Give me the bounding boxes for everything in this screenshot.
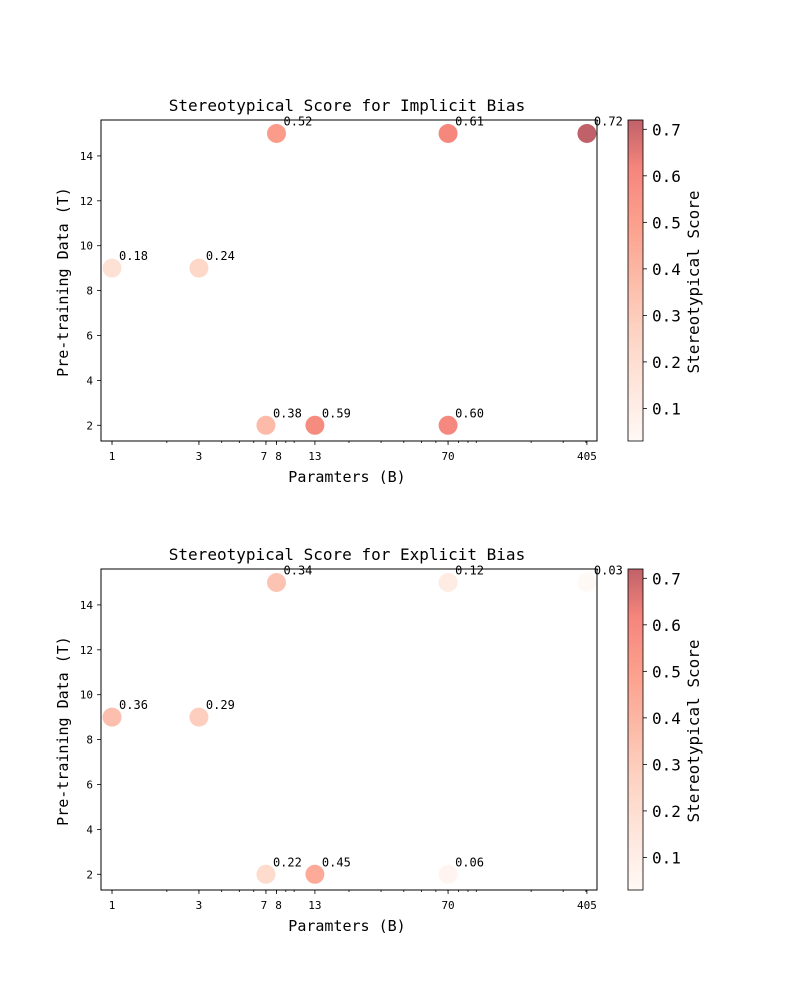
- data-point: [438, 415, 458, 435]
- data-label: 0.12: [455, 563, 484, 577]
- colorbar-tick-label: 0.2: [652, 802, 681, 821]
- x-tick-label: 3: [196, 450, 203, 463]
- data-point: [189, 258, 209, 278]
- data-point: [438, 864, 458, 884]
- data-label: 0.22: [273, 855, 302, 869]
- y-axis-label: Pre-training Data (T): [54, 636, 72, 826]
- x-tick-label: 8: [275, 450, 282, 463]
- data-point: [267, 572, 287, 592]
- data-point: [305, 864, 325, 884]
- colorbar-tick-label: 0.2: [652, 353, 681, 372]
- colorbar-label: Stereotypical Score: [684, 190, 703, 373]
- data-label: 0.61: [455, 114, 484, 128]
- data-label: 0.29: [206, 698, 235, 712]
- axes-frame: [100, 119, 598, 442]
- data-point: [256, 415, 276, 435]
- x-tick-label: 405: [577, 899, 597, 912]
- x-tick-label: 1: [109, 899, 116, 912]
- colorbar-tick-label: 0.6: [652, 167, 681, 186]
- x-tick-label: 7: [261, 450, 268, 463]
- x-tick-label: 8: [275, 899, 282, 912]
- x-tick-label: 13: [308, 450, 321, 463]
- colorbar-label: Stereotypical Score: [684, 639, 703, 822]
- colorbar: [627, 119, 644, 442]
- colorbar: [627, 568, 644, 891]
- data-point: [267, 123, 287, 143]
- x-tick-label: 3: [196, 899, 203, 912]
- y-tick-label: 14: [80, 150, 94, 163]
- x-tick-label: 70: [441, 899, 454, 912]
- colorbar-tick-label: 0.3: [652, 306, 681, 325]
- x-tick-label: 70: [441, 450, 454, 463]
- data-label: 0.45: [322, 855, 351, 869]
- data-label: 0.38: [273, 406, 302, 420]
- y-tick-label: 2: [86, 419, 93, 432]
- data-label: 0.06: [455, 855, 484, 869]
- data-label: 0.60: [455, 406, 484, 420]
- y-tick-label: 6: [86, 329, 93, 342]
- data-label: 0.03: [594, 563, 623, 577]
- y-tick-label: 4: [86, 823, 93, 836]
- data-point: [438, 572, 458, 592]
- data-point: [189, 707, 209, 727]
- data-point: [577, 572, 597, 592]
- implicit-bias-chart: Stereotypical Score for Implicit Bias Pa…: [54, 96, 703, 486]
- explicit-bias-chart: Stereotypical Score for Explicit Bias Pa…: [54, 545, 703, 935]
- data-label: 0.72: [594, 114, 623, 128]
- x-tick-label: 13: [308, 899, 321, 912]
- y-tick-label: 4: [86, 374, 93, 387]
- data-label: 0.36: [119, 698, 148, 712]
- colorbar-tick-label: 0.7: [652, 120, 681, 139]
- y-tick-label: 8: [86, 734, 93, 747]
- x-axis-label: Paramters (B): [288, 917, 405, 935]
- y-tick-label: 14: [80, 599, 94, 612]
- colorbar-tick-label: 0.1: [652, 848, 681, 867]
- colorbar-tick-label: 0.3: [652, 755, 681, 774]
- y-tick-label: 8: [86, 285, 93, 298]
- colorbar-tick-label: 0.7: [652, 569, 681, 588]
- x-axis-label: Paramters (B): [288, 468, 405, 486]
- axes-frame: [100, 568, 598, 891]
- y-axis-label: Pre-training Data (T): [54, 187, 72, 377]
- data-point: [256, 864, 276, 884]
- data-point: [577, 123, 597, 143]
- x-tick-label: 7: [261, 899, 268, 912]
- data-label: 0.24: [206, 249, 235, 263]
- data-point: [305, 415, 325, 435]
- y-tick-label: 10: [80, 240, 93, 253]
- y-tick-label: 6: [86, 778, 93, 791]
- y-tick-label: 12: [80, 644, 93, 657]
- x-tick-label: 405: [577, 450, 597, 463]
- colorbar-tick-label: 0.6: [652, 616, 681, 635]
- data-point: [102, 707, 122, 727]
- data-point: [102, 258, 122, 278]
- colorbar-tick-label: 0.1: [652, 399, 681, 418]
- data-label: 0.34: [284, 563, 313, 577]
- chart-title: Stereotypical Score for Implicit Bias: [169, 96, 525, 115]
- colorbar-tick-label: 0.4: [652, 709, 681, 728]
- data-label: 0.59: [322, 406, 351, 420]
- y-tick-label: 12: [80, 195, 93, 208]
- data-label: 0.18: [119, 249, 148, 263]
- colorbar-tick-label: 0.4: [652, 260, 681, 279]
- colorbar-tick-label: 0.5: [652, 662, 681, 681]
- chart-title: Stereotypical Score for Explicit Bias: [169, 545, 525, 564]
- colorbar-tick-label: 0.5: [652, 213, 681, 232]
- data-label: 0.52: [284, 114, 313, 128]
- y-tick-label: 10: [80, 689, 93, 702]
- x-tick-label: 1: [109, 450, 116, 463]
- y-tick-label: 2: [86, 868, 93, 881]
- data-point: [438, 123, 458, 143]
